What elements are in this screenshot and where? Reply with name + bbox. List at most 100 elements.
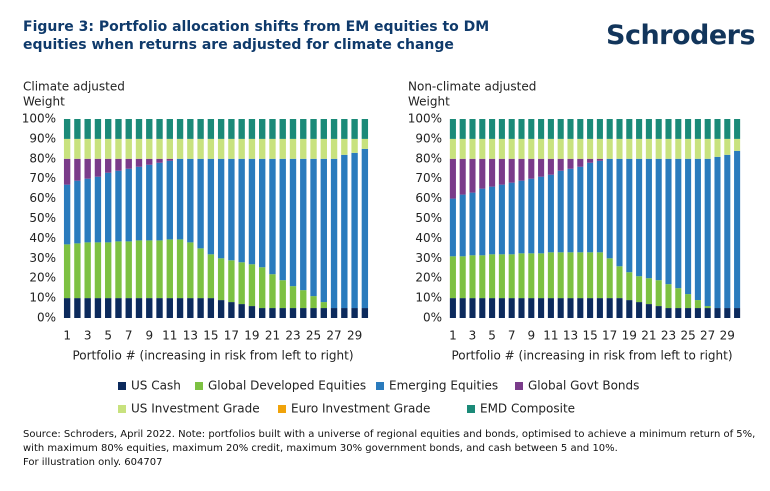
bar-segment — [714, 119, 721, 139]
bar-segment — [694, 158, 701, 301]
legend-swatch — [278, 405, 286, 413]
bar-segment — [63, 138, 71, 159]
bar-segment — [596, 160, 603, 253]
bar-segment — [259, 267, 266, 309]
bar-segment — [714, 156, 721, 309]
bar-segment — [135, 298, 143, 318]
bar-segment — [156, 240, 163, 299]
bar-segment — [587, 162, 594, 253]
bar-segment — [176, 298, 184, 318]
bar-segment — [156, 138, 163, 159]
x-tick-label: 19 — [244, 329, 259, 343]
bar-segment — [115, 119, 122, 139]
bar-segment — [361, 148, 369, 309]
bar-segment — [655, 138, 662, 159]
bar-segment — [176, 138, 184, 159]
bar-segment — [459, 298, 466, 318]
bar-segment — [248, 264, 256, 307]
x-tick-label: 21 — [265, 329, 280, 343]
bar-segment — [655, 119, 662, 139]
bar-segment — [135, 158, 143, 167]
bar-segment — [84, 298, 91, 318]
bar-segment — [557, 138, 564, 159]
bar-segment — [655, 306, 662, 318]
x-tick-label: 21 — [641, 329, 656, 343]
bar-segment — [105, 242, 112, 299]
bar-segment — [675, 308, 682, 318]
bar-segment — [248, 158, 256, 265]
bar-segment — [518, 158, 525, 181]
bar-segment — [449, 119, 456, 139]
x-tick-label: 27 — [700, 329, 715, 343]
x-tick-label: 17 — [224, 329, 239, 343]
bar-segment — [146, 119, 153, 139]
bar-segment — [694, 138, 701, 159]
bar-segment — [238, 304, 245, 318]
bar-segment — [557, 298, 564, 318]
x-tick-label: 23 — [285, 329, 300, 343]
bar-segment — [320, 158, 327, 303]
bar-segment — [538, 298, 545, 318]
x-tick-label: 19 — [622, 329, 637, 343]
bar-segment — [146, 298, 153, 318]
bar-segment — [330, 138, 338, 159]
bar-segment — [528, 158, 535, 179]
bar-segment — [636, 158, 643, 277]
bar-segment — [449, 198, 456, 257]
bar-segment — [665, 284, 672, 309]
x-tick-label: 15 — [582, 329, 597, 343]
bar-segment — [259, 308, 266, 318]
bar-segment — [587, 138, 594, 159]
bar-segment — [685, 308, 692, 318]
bar-segment — [469, 158, 476, 193]
bar-segment — [685, 158, 692, 295]
x-tick-label: 27 — [326, 329, 341, 343]
bar-segment — [606, 138, 613, 159]
bar-segment — [217, 258, 225, 301]
x-tick-label: 25 — [306, 329, 321, 343]
bar-segment — [596, 298, 603, 318]
bar-segment — [675, 138, 682, 159]
bar-segment — [289, 158, 297, 287]
bar-segment — [675, 158, 682, 289]
y-tick-label: 100% — [22, 112, 56, 126]
bar-segment — [361, 138, 369, 149]
bar-segment — [449, 158, 456, 199]
bar-segment — [459, 256, 466, 299]
bar-segment — [84, 119, 91, 139]
bar-segment — [310, 158, 317, 297]
bar-segment — [655, 280, 662, 307]
bar-segment — [84, 242, 91, 299]
bar-segment — [74, 138, 81, 159]
bar-segment — [665, 308, 672, 318]
y-tick-label: 60% — [29, 191, 56, 205]
legend-swatch — [118, 405, 126, 413]
bar-segment — [135, 166, 143, 241]
bar-segment — [479, 119, 486, 139]
bar-segment — [289, 286, 297, 309]
bar-segment — [320, 119, 327, 139]
bar-segment — [259, 138, 266, 159]
y-tick-label: 50% — [29, 211, 56, 225]
bar-segment — [489, 254, 496, 299]
x-tick-label: 7 — [125, 329, 133, 343]
bar-segment — [269, 308, 276, 318]
legend-label: Global Developed Equities — [208, 379, 366, 393]
bar-segment — [310, 119, 317, 139]
bar-segment — [187, 242, 194, 299]
bar-segment — [166, 138, 173, 159]
x-tick-label: 11 — [162, 329, 177, 343]
y-tick-label: 50% — [415, 211, 442, 225]
bar-segment — [547, 138, 554, 159]
bar-segment — [489, 298, 496, 318]
bar-segment — [146, 164, 153, 241]
bar-segment — [538, 253, 545, 299]
x-tick-label: 3 — [469, 329, 477, 343]
x-tick-label: 3 — [84, 329, 92, 343]
bar-segment — [449, 298, 456, 318]
bar-segment — [341, 308, 348, 318]
figure-title: Figure 3: Portfolio allocation shifts fr… — [23, 19, 490, 53]
bar-segment — [685, 119, 692, 139]
bar-segment — [238, 119, 245, 139]
bar-segment — [176, 119, 184, 139]
